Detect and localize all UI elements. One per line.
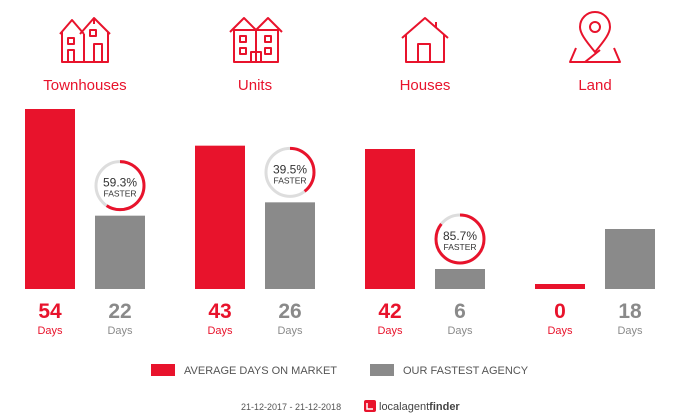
faster-label: FASTER bbox=[273, 175, 306, 185]
bar-fastest-houses bbox=[435, 269, 485, 289]
value-label: 43 bbox=[208, 300, 231, 323]
faster-percent: 85.7% bbox=[443, 229, 477, 243]
ring-progress bbox=[264, 146, 316, 198]
unit-label: Days bbox=[207, 325, 233, 337]
bar-average-units bbox=[195, 145, 245, 289]
faster-percent: 59.3% bbox=[103, 176, 137, 190]
footer: 21-12-2017 - 21-12-2018 localagentfinder bbox=[241, 400, 460, 413]
date-range: 21-12-2017 - 21-12-2018 bbox=[241, 402, 341, 412]
value-label: 54 bbox=[38, 300, 62, 323]
category-label-units: Units bbox=[238, 77, 272, 94]
faster-label: FASTER bbox=[103, 189, 136, 199]
faster-percent: 39.5% bbox=[273, 162, 307, 176]
value-label: 22 bbox=[108, 300, 131, 323]
bar-average-townhouses bbox=[25, 109, 75, 289]
category-labels: Townhouses Units Houses Land bbox=[43, 77, 611, 94]
unit-label: Days bbox=[277, 325, 303, 337]
bar-fastest-units bbox=[265, 202, 315, 289]
bar-fastest-land bbox=[605, 229, 655, 289]
faster-badge-houses: 85.7%FASTER bbox=[434, 213, 486, 265]
unit-label: Days bbox=[447, 325, 473, 337]
category-label-houses: Houses bbox=[400, 77, 451, 94]
land-pin-icon bbox=[569, 11, 621, 63]
bars bbox=[25, 109, 655, 289]
category-label-townhouses: Townhouses bbox=[43, 77, 126, 94]
value-label: 26 bbox=[278, 300, 301, 323]
value-labels: 54 Days 22 Days 43 Days 26 Days 42 Days 6 Days 0 Days… bbox=[37, 300, 643, 337]
legend-swatch-fastest bbox=[370, 364, 394, 376]
brand-name: localagentfinder bbox=[379, 401, 460, 413]
unit-label: Days bbox=[547, 325, 573, 337]
unit-label: Days bbox=[617, 325, 643, 337]
legend-swatch-average bbox=[151, 364, 175, 376]
brand-bold: finder bbox=[429, 401, 460, 413]
unit-icon bbox=[229, 17, 283, 63]
value-label: 42 bbox=[378, 300, 401, 323]
value-label: 0 bbox=[554, 300, 566, 323]
unit-label: Days bbox=[107, 325, 133, 337]
bar-fastest-townhouses bbox=[95, 215, 145, 289]
legend-label-average: AVERAGE DAYS ON MARKET bbox=[184, 365, 337, 377]
category-label-land: Land bbox=[578, 77, 611, 94]
category-icons bbox=[59, 11, 621, 63]
legend: AVERAGE DAYS ON MARKET OUR FASTEST AGENC… bbox=[151, 364, 529, 377]
unit-label: Days bbox=[377, 325, 403, 337]
faster-label: FASTER bbox=[443, 242, 476, 252]
ring-progress bbox=[94, 160, 146, 212]
townhouse-icon bbox=[59, 17, 111, 63]
unit-label: Days bbox=[37, 325, 63, 337]
faster-badge-units: 39.5%FASTER bbox=[264, 146, 316, 198]
value-label: 6 bbox=[454, 300, 466, 323]
localagentfinder-logo-icon bbox=[364, 400, 376, 412]
bar-average-houses bbox=[365, 149, 415, 289]
bar-average-land bbox=[535, 284, 585, 289]
faster-badge-townhouses: 59.3%FASTER bbox=[94, 160, 146, 212]
value-label: 18 bbox=[618, 300, 642, 323]
legend-label-fastest: OUR FASTEST AGENCY bbox=[403, 365, 529, 377]
house-icon bbox=[401, 17, 449, 63]
brand-light: localagent bbox=[379, 401, 429, 413]
ring-progress bbox=[434, 213, 486, 265]
